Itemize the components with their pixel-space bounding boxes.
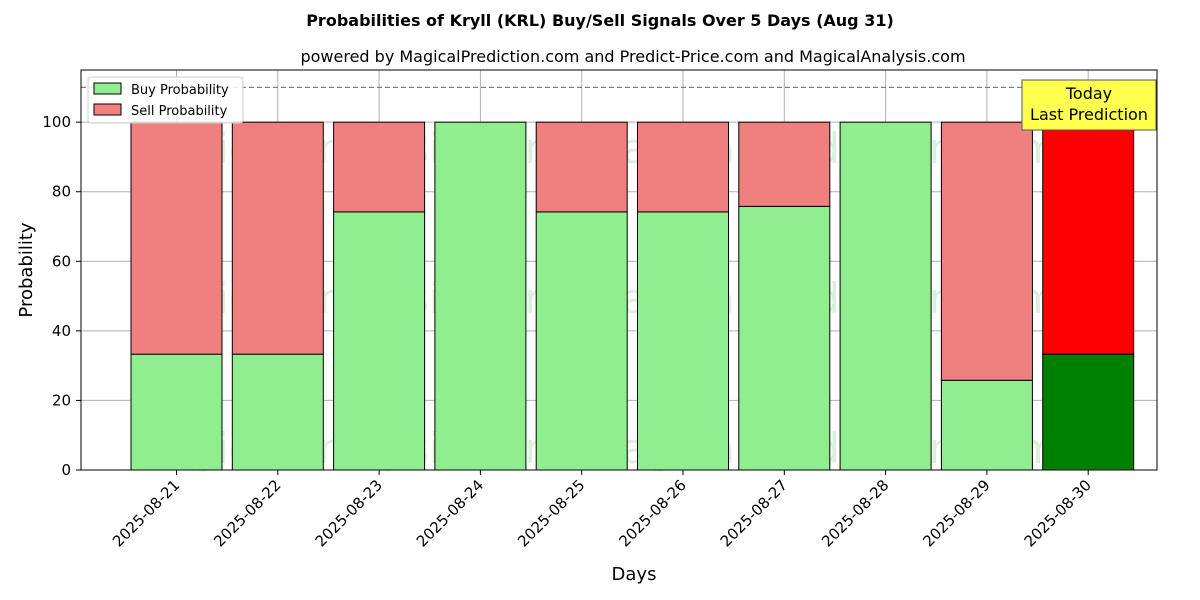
today-annotation-box — [1021, 79, 1157, 131]
buy-bar — [231, 353, 324, 471]
buy-bar — [535, 211, 628, 471]
sell-bar — [738, 121, 831, 207]
sell-bar — [333, 121, 426, 213]
plot-frame — [80, 69, 1158, 471]
buy-bar — [1042, 353, 1135, 471]
x-axis-label: Days — [612, 564, 657, 585]
sell-bar — [231, 121, 324, 355]
x-tick-label: 2025-08-27 — [717, 476, 791, 550]
sell-bar — [535, 121, 628, 213]
y-tick-label: 80 — [52, 183, 71, 201]
last-prediction-label: Last Prediction — [1030, 105, 1148, 124]
y-axis-label: Probability — [16, 222, 37, 317]
y-tick-label: 20 — [52, 391, 71, 409]
legend-buy-label: Buy Probability — [131, 83, 229, 98]
x-tick-label: 2025-08-23 — [312, 476, 386, 550]
today-label: Today — [1065, 84, 1112, 103]
legend-sell-swatch — [93, 103, 122, 116]
buy-bar — [130, 353, 223, 471]
buy-bar — [738, 205, 831, 471]
y-tick-label: 60 — [52, 252, 71, 270]
y-tick-label: 100 — [42, 113, 71, 131]
x-tick-label: 2025-08-25 — [514, 476, 588, 550]
buy-bar — [434, 121, 527, 471]
sell-bar — [940, 121, 1033, 381]
bars — [130, 121, 1135, 471]
buy-bar — [333, 211, 426, 471]
buy-bar — [940, 379, 1033, 471]
legend: Buy Probability Sell Probability — [87, 76, 244, 124]
x-tick-label: 2025-08-22 — [210, 476, 284, 550]
buy-bar — [839, 121, 932, 471]
x-tick-label: 2025-08-21 — [109, 476, 183, 550]
x-tick-label: 2025-08-29 — [919, 476, 993, 550]
buy-bar — [637, 211, 729, 471]
x-tick-label: 2025-08-28 — [818, 476, 892, 550]
sell-bar — [1042, 121, 1135, 355]
legend-sell-label: Sell Probability — [131, 104, 228, 119]
y-tick-label: 0 — [61, 461, 71, 479]
x-tick-label: 2025-08-30 — [1021, 476, 1095, 550]
x-tick-label: 2025-08-26 — [615, 476, 689, 550]
legend-buy-swatch — [93, 82, 122, 95]
y-tick-label: 40 — [52, 322, 71, 340]
chart-subtitle: powered by MagicalPrediction.com and Pre… — [300, 47, 965, 66]
chart-title: Probabilities of Kryll (KRL) Buy/Sell Si… — [306, 11, 894, 30]
x-tick-label: 2025-08-24 — [413, 476, 487, 550]
legend-box — [87, 76, 244, 124]
sell-bar — [130, 121, 223, 355]
today-annotation: Today Last Prediction — [1021, 79, 1157, 131]
sell-bar — [637, 121, 729, 213]
